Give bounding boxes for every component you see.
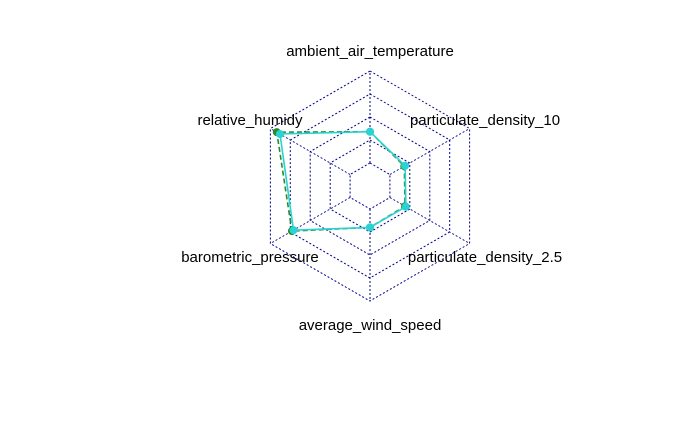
series-1-point-4 (289, 226, 298, 235)
axis-label-particulate-density-2-5: particulate_density_2.5 (408, 249, 562, 266)
series-1-point-0 (366, 127, 374, 136)
spoke-4 (270, 197, 351, 244)
axis-label-particulate-density-10: particulate_density_10 (410, 112, 560, 129)
spoke-5 (270, 128, 351, 175)
radar-spokes (270, 71, 470, 301)
series-1-line (279, 130, 407, 232)
grid-ring-0 (349, 162, 391, 210)
spoke-2 (389, 197, 470, 244)
axis-labels: ambient_air_temperature particulate_dens… (181, 43, 562, 334)
series-1-point-5 (275, 130, 284, 139)
spoke-1 (389, 128, 470, 175)
series-1-point-1 (401, 161, 410, 170)
axis-label-ambient-air-temperature: ambient_air_temperature (286, 43, 454, 60)
radar-series (272, 127, 410, 236)
axis-label-barometric-pressure: barometric_pressure (181, 249, 319, 266)
grid-ring-4 (269, 70, 471, 302)
axis-label-average-wind-speed: average_wind_speed (299, 317, 442, 334)
series-1-point-3 (366, 223, 374, 232)
axis-label-relative-humidy: relative_humidy (197, 112, 303, 129)
grid-ring-2 (309, 116, 431, 256)
series-1-point-2 (401, 202, 410, 211)
grid-ring-1 (329, 139, 411, 233)
